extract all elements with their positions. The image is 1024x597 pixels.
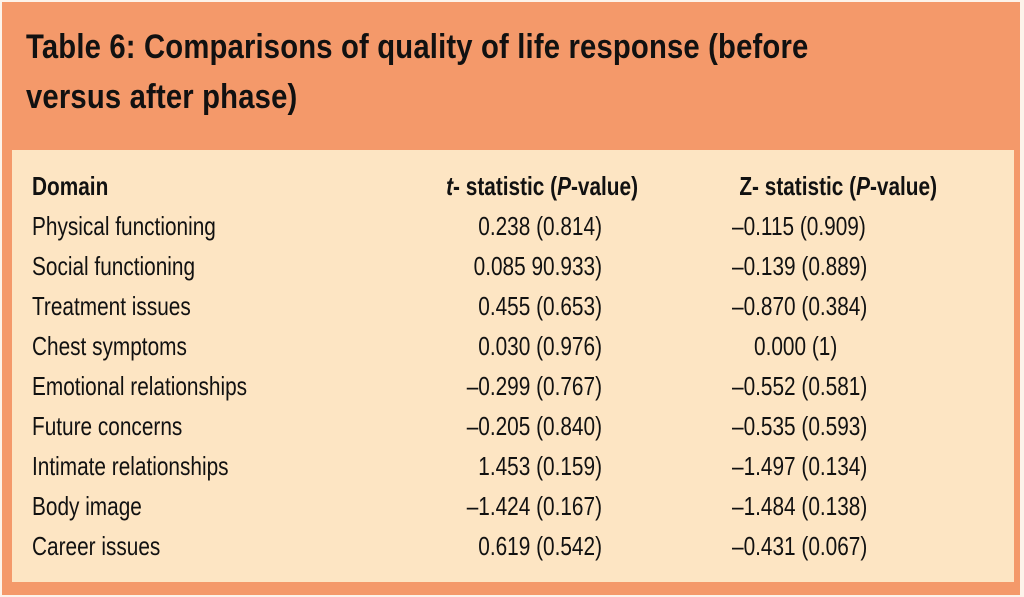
t-statistic-cell: 0.030 (0.976) xyxy=(478,331,602,361)
table-title: Table 6: Comparisons of quality of life … xyxy=(26,28,809,116)
z-statistic-cell: 0.000 (1) xyxy=(754,331,838,361)
domain-cell: Chest symptoms xyxy=(32,331,187,361)
t-statistic-cell: 0.455 (0.653) xyxy=(478,291,602,321)
header-t-text: - statistic ( xyxy=(453,171,558,201)
table-row: Chest symptoms 0.030 (0.976) 0.000 (1) xyxy=(32,326,992,366)
table-body: Domain t- statistic (P-value) Z- statist… xyxy=(12,150,1014,582)
t-symbol: t xyxy=(446,171,454,201)
t-statistic-cell: 1.453 (0.159) xyxy=(478,451,602,481)
header-t-statistic: t- statistic (P-value) xyxy=(153,166,638,206)
domain-cell: Treatment issues xyxy=(32,291,191,321)
table-row: Intimate relationships 1.453 (0.159) –1.49… xyxy=(32,446,992,486)
table-row: Future concerns –0.205 (0.840) –0.535 (0.5… xyxy=(32,406,992,446)
z-statistic-cell: –0.431 (0.067) xyxy=(732,531,868,561)
domain-cell: Body image xyxy=(32,491,142,521)
t-statistic-cell: 0.619 (0.542) xyxy=(478,531,602,561)
p-symbol: P xyxy=(856,171,870,201)
table-row: Career issues 0.619 (0.542) –0.431 (0.067) xyxy=(32,526,992,566)
table-row: Treatment issues 0.455 (0.653) –0.870 (0.3… xyxy=(32,286,992,326)
domain-cell: Social functioning xyxy=(32,251,196,281)
domain-cell: Future concerns xyxy=(32,411,183,441)
z-statistic-cell: –0.870 (0.384) xyxy=(732,291,868,321)
header-z-statistic: Z- statistic (P-value) xyxy=(213,166,937,206)
table-row: Social functioning 0.085 90.933) –0.139 (0… xyxy=(32,246,992,286)
t-statistic-cell: –0.299 (0.767) xyxy=(466,371,602,401)
header-t-suffix: -value) xyxy=(570,171,638,201)
table-row: Emotional relationships –0.299 (0.767) –0.… xyxy=(32,366,992,406)
z-statistic-cell: –0.139 (0.889) xyxy=(732,251,868,281)
domain-cell: Physical functioning xyxy=(32,211,216,241)
domain-cell: Emotional relationships xyxy=(32,371,248,401)
z-statistic-cell: –1.484 (0.138) xyxy=(732,491,868,521)
table-row: Physical functioning 0.238 (0.814) –0.115 … xyxy=(32,206,992,246)
t-statistic-cell: –1.424 (0.167) xyxy=(466,491,602,521)
table-row: Body image –1.424 (0.167) –1.484 (0.138) xyxy=(32,486,992,526)
header-z-text: Z- statistic ( xyxy=(739,171,857,201)
header-row: Domain t- statistic (P-value) Z- statist… xyxy=(32,166,992,206)
domain-cell: Intimate relationships xyxy=(32,451,229,481)
t-statistic-cell: 0.238 (0.814) xyxy=(478,211,602,241)
domain-cell: Career issues xyxy=(32,531,161,561)
z-statistic-cell: –0.552 (0.581) xyxy=(732,371,868,401)
p-symbol: P xyxy=(557,171,571,201)
z-statistic-cell: –1.497 (0.134) xyxy=(732,451,868,481)
header-domain: Domain xyxy=(32,171,109,201)
z-statistic-cell: –0.535 (0.593) xyxy=(732,411,868,441)
header-z-suffix: -value) xyxy=(869,171,937,201)
t-statistic-cell: –0.205 (0.840) xyxy=(466,411,602,441)
t-statistic-cell: 0.085 90.933) xyxy=(473,251,602,281)
z-statistic-cell: –0.115 (0.909) xyxy=(732,211,866,241)
